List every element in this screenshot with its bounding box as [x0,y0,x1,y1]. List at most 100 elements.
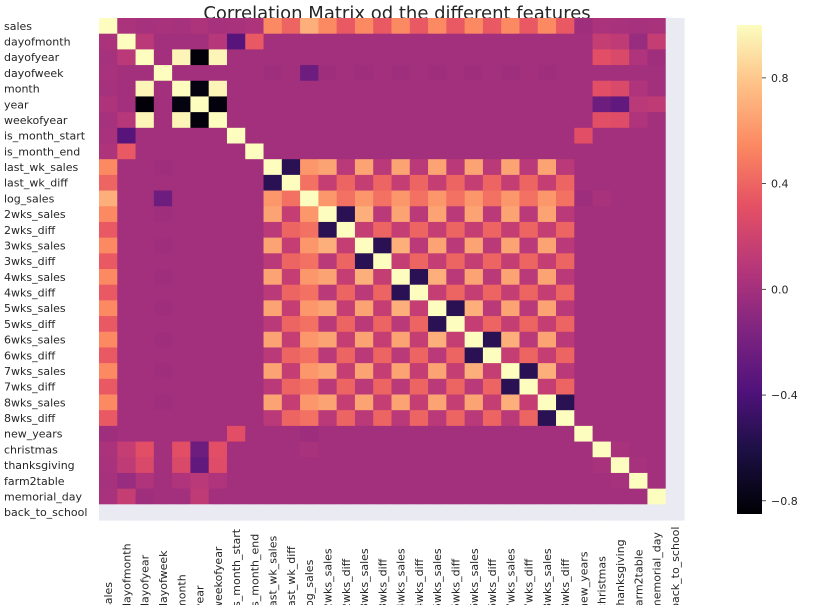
x-tick-label: christmas [596,556,609,605]
heatmap-cell [172,457,192,474]
heatmap-cell [99,127,118,145]
heatmap-cell [464,65,484,82]
heatmap-cell [318,410,338,427]
heatmap-cell [99,269,118,286]
heatmap-cell [519,221,539,239]
heatmap-cell [99,190,118,207]
heatmap-cell [263,363,283,380]
heatmap-cell [336,488,356,505]
heatmap-cell [556,112,575,129]
heatmap-cell [647,80,667,98]
heatmap-cell [409,96,429,113]
heatmap-cell [574,190,594,207]
heatmap-cell [409,363,429,380]
heatmap-cell [537,300,557,317]
heatmap-cell [665,80,685,98]
heatmap-cell [647,18,667,35]
heatmap-cell [281,18,301,35]
heatmap-cell [501,159,521,176]
heatmap-cell [501,49,521,66]
heatmap-cell [245,33,265,50]
y-tick-label: log_sales [4,192,55,205]
heatmap-cell [373,96,393,113]
heatmap-cell [190,394,210,411]
heatmap-cell [153,237,173,254]
heatmap-cell [428,127,447,145]
heatmap-cell [318,331,338,349]
heatmap-cell [245,300,265,317]
heatmap-cell [373,488,393,505]
heatmap-cell [172,65,192,82]
heatmap-cell [446,300,466,317]
heatmap-cell [665,331,685,349]
heatmap-cell [263,33,283,50]
heatmap-cell [537,65,557,82]
heatmap-cell [665,190,685,207]
heatmap-cell [281,253,301,270]
heatmap-cell [629,49,649,66]
heatmap-cell [629,18,649,35]
heatmap-cell [208,49,228,66]
heatmap-cell [281,143,301,160]
heatmap-cell [537,363,557,380]
x-tick-label: 2wks_sales [322,548,335,605]
heatmap-cell [482,331,502,349]
heatmap-cell [464,112,484,129]
heatmap-cell [99,378,118,396]
heatmap-cell [464,457,484,474]
y-tick-label: 3wks_sales [4,239,66,252]
heatmap-cell [519,363,539,380]
heatmap-cell [574,331,594,349]
heatmap-cell [556,425,575,443]
heatmap-cell [391,394,411,411]
heatmap-cell [373,80,393,98]
heatmap-cell [537,18,557,35]
heatmap-cell [391,504,411,521]
heatmap-cell [391,18,411,35]
heatmap-cell [610,253,630,270]
heatmap-cell [300,441,319,458]
heatmap-cell [153,112,173,129]
heatmap-cell [537,378,557,396]
heatmap-cell [354,96,374,113]
heatmap-cell [281,206,301,223]
heatmap-cell [245,472,265,490]
heatmap-cell [665,206,685,223]
heatmap-cell [482,269,502,286]
heatmap-cell [354,112,374,129]
heatmap-cell [391,253,411,270]
x-tick-label: 5wks_diff [449,558,462,605]
heatmap-cell [647,65,667,82]
heatmap-cell [300,363,319,380]
heatmap-cell [99,253,118,270]
heatmap-cell [592,49,612,66]
heatmap-cell [610,221,630,239]
y-tick-label: dayofweek [4,67,64,80]
heatmap-cell [537,472,557,490]
heatmap-cell [428,347,447,364]
heatmap-cell [281,457,301,474]
heatmap-cell [226,221,246,239]
heatmap-cell [647,394,667,411]
y-tick-label: 5wks_sales [4,302,66,315]
heatmap-cell [592,65,612,82]
y-tick-label: 5wks_diff [4,318,56,331]
heatmap-cell [482,65,502,82]
heatmap-cell [428,488,447,505]
heatmap-cell [226,206,246,223]
heatmap-cell [117,410,137,427]
heatmap-cell [172,80,192,98]
heatmap-cell [172,347,192,364]
heatmap-cell [574,316,594,333]
heatmap-cell [336,112,356,129]
heatmap-cell [482,159,502,176]
heatmap-cell [263,190,283,207]
heatmap-cell [574,488,594,505]
heatmap-cell [537,284,557,301]
heatmap-cell [391,269,411,286]
heatmap-cell [556,316,575,333]
heatmap-cell [354,65,374,82]
heatmap-cell [336,347,356,364]
y-tick-label: month [4,83,40,96]
heatmap-cell [537,253,557,270]
